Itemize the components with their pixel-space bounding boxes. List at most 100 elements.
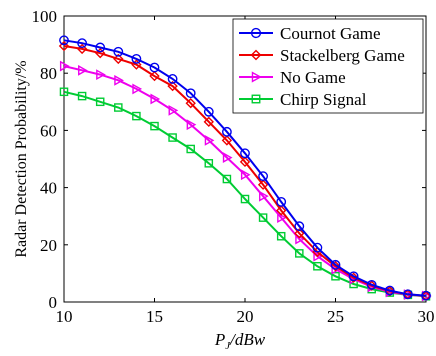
y-tick-label: 80 — [40, 64, 57, 83]
series-chirp-signal — [59, 87, 431, 301]
y-axis-label: Radar Detection Probability/% — [13, 60, 30, 257]
data-point — [95, 97, 105, 107]
legend-box — [232, 18, 424, 114]
data-point — [167, 74, 178, 84]
x-axis-label-main: P — [214, 330, 225, 349]
x-axis-label: PJ/dBw — [214, 330, 266, 352]
data-point — [331, 271, 340, 281]
data-point — [204, 135, 215, 146]
legend-label: Cournot Game — [280, 24, 381, 43]
series-line — [63, 65, 427, 297]
y-tick-label: 20 — [40, 236, 57, 255]
data-point — [276, 196, 287, 207]
legend-marker — [251, 94, 261, 104]
data-point — [203, 116, 214, 128]
legend-entry: Chirp Signal — [239, 90, 367, 109]
y-tick-label: 60 — [40, 121, 57, 140]
series-cournot-game — [59, 35, 431, 301]
data-point — [402, 289, 413, 300]
data-point — [203, 106, 214, 117]
data-point — [150, 93, 161, 105]
data-point — [95, 47, 106, 59]
legend-marker — [251, 71, 262, 83]
data-point — [76, 43, 88, 55]
data-point — [384, 285, 395, 296]
x-tick-label: 20 — [237, 307, 254, 326]
y-tick-label: 0 — [49, 293, 58, 312]
series-line — [63, 90, 427, 298]
series-line — [63, 39, 427, 297]
data-point — [185, 98, 196, 109]
data-point — [113, 46, 124, 57]
data-point — [113, 53, 124, 65]
data-point — [186, 119, 197, 131]
data-point — [114, 74, 124, 86]
legend-label: Stackelberg Game — [280, 46, 405, 65]
data-point — [240, 194, 250, 204]
data-point — [294, 221, 305, 232]
legend: Cournot Game Stackelberg Game No Game Chirp… — [232, 18, 424, 114]
data-point — [276, 205, 287, 216]
x-tick-label: 25 — [327, 307, 344, 326]
data-point — [348, 272, 359, 283]
series-lines — [58, 35, 432, 302]
axes: 10 15 20 25 30 0 20 40 60 80 100 — [32, 7, 435, 326]
data-point — [77, 91, 87, 101]
data-point — [77, 38, 88, 49]
data-point — [258, 171, 268, 182]
data-point — [149, 62, 160, 73]
data-point — [168, 104, 179, 116]
data-point — [330, 261, 341, 272]
data-point — [313, 250, 324, 262]
x-tick-label: 30 — [418, 307, 435, 326]
data-point — [313, 261, 322, 271]
data-point — [131, 59, 142, 70]
data-point — [96, 69, 106, 81]
data-point — [294, 228, 305, 239]
data-point — [276, 231, 286, 241]
data-point — [221, 135, 233, 146]
data-point — [132, 83, 143, 95]
data-point — [295, 249, 304, 258]
x-axis-label-sub: J — [225, 340, 231, 352]
data-point — [132, 111, 141, 121]
legend-entry: No Game — [239, 68, 346, 87]
data-point — [421, 290, 431, 301]
data-point — [131, 54, 142, 64]
data-point — [258, 213, 268, 222]
data-point — [58, 40, 70, 52]
x-axis-label-unit: /dBw — [229, 330, 266, 349]
legend-marker — [250, 49, 262, 61]
data-point — [150, 121, 159, 131]
data-point — [222, 152, 233, 163]
data-point — [168, 133, 177, 142]
data-point — [167, 80, 178, 92]
data-point — [259, 190, 269, 202]
data-point — [366, 279, 377, 290]
data-point — [240, 169, 251, 181]
data-point — [95, 42, 106, 53]
data-point — [78, 64, 88, 76]
data-point — [59, 35, 69, 46]
legend-entry: Cournot Game — [239, 24, 381, 43]
data-point — [114, 103, 123, 112]
data-point — [186, 144, 195, 154]
data-point — [277, 212, 287, 224]
x-tick-label: 10 — [56, 307, 73, 326]
data-point — [221, 126, 232, 137]
data-point — [312, 242, 323, 253]
data-point — [348, 271, 359, 282]
legend-label: Chirp Signal — [280, 90, 367, 109]
data-point — [240, 148, 250, 159]
data-point — [204, 159, 214, 168]
y-tick-label: 40 — [40, 179, 57, 198]
y-tick-label: 100 — [32, 7, 58, 26]
data-point — [59, 87, 69, 97]
legend-marker — [250, 27, 262, 39]
data-point — [149, 70, 160, 82]
data-point — [257, 179, 269, 190]
legend-label: No Game — [280, 68, 346, 87]
data-point — [239, 156, 251, 168]
legend-entry: Stackelberg Game — [239, 46, 405, 65]
